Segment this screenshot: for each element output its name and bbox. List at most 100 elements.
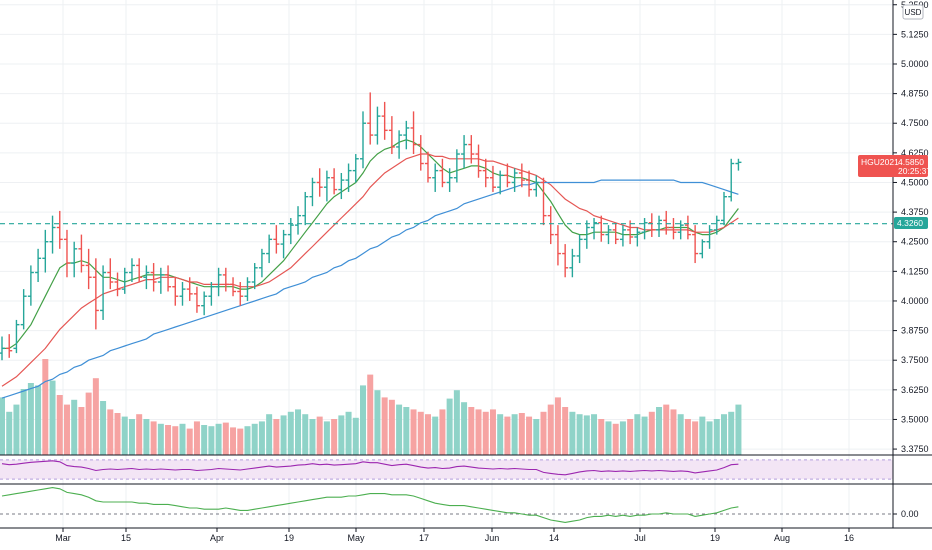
ohlc-bar — [63, 229, 70, 278]
ohlc-bar — [78, 234, 85, 273]
ohlc-bar — [201, 291, 208, 316]
ohlc-bar — [316, 168, 323, 197]
ohlc-bar — [540, 177, 547, 226]
volume-bar — [511, 414, 518, 455]
rsi-band — [0, 459, 893, 480]
ohlc-bar — [619, 225, 626, 247]
volume-bar — [331, 419, 338, 455]
ohlc-bar — [576, 234, 583, 264]
ohlc-bar — [230, 277, 237, 297]
volume-bar — [193, 421, 200, 455]
x-tick-label: Jun — [485, 533, 500, 543]
volume-bar — [569, 411, 576, 455]
ohlc-bar — [663, 210, 670, 235]
symbol-label: HGU2021 — [861, 157, 899, 167]
volume-bar — [439, 409, 446, 455]
moving-averages — [1, 139, 739, 399]
ohlc-bar — [143, 265, 150, 290]
ohlc-bar — [497, 170, 504, 195]
volume-bar — [554, 397, 561, 455]
ohlc-bars — [0, 92, 742, 361]
volume-bar — [186, 428, 193, 455]
volume-bar — [367, 374, 374, 455]
ohlc-bar — [323, 170, 330, 202]
moving-average-line — [2, 139, 739, 349]
ohlc-bar — [49, 215, 56, 254]
ohlc-bar — [374, 106, 381, 145]
ohlc-bar — [92, 258, 99, 330]
x-tick-label: May — [347, 533, 365, 543]
volume-bar — [13, 404, 20, 455]
volume-bar — [100, 401, 107, 455]
ohlc-bar — [56, 210, 63, 249]
volume-bar — [417, 411, 424, 455]
volume-bar — [251, 423, 258, 455]
volume-bar — [42, 359, 49, 455]
volume-bar — [352, 417, 359, 455]
ohlc-bar — [107, 258, 114, 290]
ohlc-bar — [699, 239, 706, 259]
volume-bar — [526, 416, 533, 455]
volume-bar — [641, 416, 648, 455]
volume-bar — [713, 419, 720, 455]
volume-bar — [388, 399, 395, 455]
volume-bar — [634, 414, 641, 455]
volume-bar — [461, 402, 468, 455]
moving-average-line — [1, 153, 739, 387]
x-tick-label: Aug — [774, 533, 790, 543]
ohlc-bar — [417, 135, 424, 171]
ohlc-bar — [244, 277, 251, 301]
volume-bar — [648, 411, 655, 455]
volume-bar — [656, 407, 663, 455]
volume-bar — [208, 426, 215, 455]
ohlc-bar — [396, 130, 403, 159]
volume-bar — [172, 426, 179, 455]
volume-bar — [670, 409, 677, 455]
volume-bar — [143, 419, 150, 455]
volume-bar — [215, 423, 222, 455]
volume-bar — [201, 425, 208, 455]
volume-bars — [0, 359, 742, 455]
volume-bar — [576, 414, 583, 455]
x-tick-label: 19 — [284, 533, 294, 543]
ohlc-bar — [410, 111, 417, 155]
volume-bar — [684, 419, 691, 455]
ohlc-bar — [128, 258, 135, 283]
y-tick-label: 4.7500 — [901, 118, 929, 128]
ohlc-bar — [648, 213, 655, 237]
volume-bar — [85, 392, 92, 455]
ohlc-bar — [13, 319, 20, 354]
volume-bar — [107, 409, 114, 455]
x-tick-label: 19 — [710, 533, 720, 543]
volume-bar — [396, 404, 403, 455]
ohlc-bar — [157, 267, 164, 294]
y-tick-label: 4.0000 — [901, 296, 929, 306]
volume-bar — [381, 397, 388, 455]
ohlc-bar — [569, 248, 576, 278]
volume-bar — [547, 404, 554, 455]
volume-bar — [533, 419, 540, 455]
ohlc-bar — [583, 220, 590, 249]
volume-bar — [663, 404, 670, 455]
volume-bar — [20, 389, 27, 455]
volume-bar — [677, 414, 684, 455]
volume-bar — [114, 413, 121, 455]
volume-bar — [92, 378, 99, 455]
volume-bar — [591, 414, 598, 455]
ohlc-bar — [222, 267, 229, 292]
volume-bar — [56, 395, 63, 455]
ohlc-bar — [345, 163, 352, 192]
volume-bar — [562, 407, 569, 455]
volume-bar — [165, 425, 172, 455]
ohlc-bar — [165, 265, 172, 292]
x-tick-label: 17 — [419, 533, 429, 543]
y-axis-ticks: 3.3750 3.5000 3.6250 3.7500 3.8750 4.0000 4.12… — [893, 0, 929, 519]
ohlc-bar — [591, 218, 598, 240]
ohlc-bar — [85, 248, 92, 290]
volume-bar — [432, 416, 439, 455]
ohlc-bar — [280, 229, 287, 259]
currency-label[interactable]: USD — [902, 4, 924, 20]
volume-bar — [518, 413, 525, 455]
ohlc-bar — [432, 163, 439, 192]
